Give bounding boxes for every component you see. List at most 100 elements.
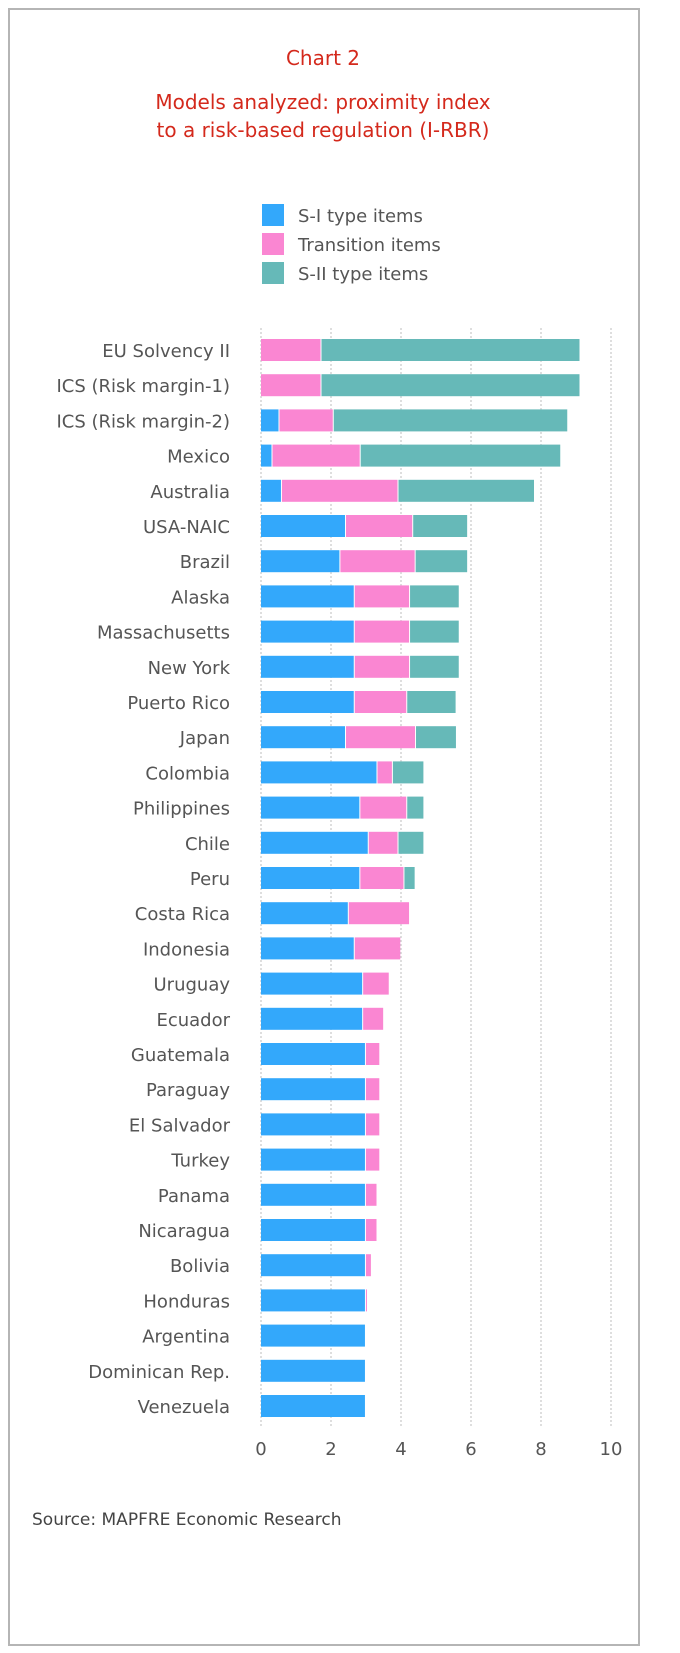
bar-segment [407, 691, 456, 713]
chart-label: Chart 2 [285, 46, 361, 70]
bar-segment [365, 1148, 380, 1171]
bar-segment [261, 339, 321, 361]
category-label: USA-NAIC [143, 517, 230, 538]
category-label: Alaska [171, 587, 230, 608]
bar-segment [365, 1219, 377, 1241]
bar-segment [346, 515, 413, 537]
bar-segment [354, 585, 410, 608]
bar-segment [261, 1254, 365, 1277]
x-tick-label: 0 [255, 1439, 266, 1460]
bar-segment [261, 1183, 365, 1206]
bar-segment [377, 761, 392, 784]
category-label: Indonesia [143, 939, 230, 960]
bar-segment [261, 1219, 365, 1241]
category-label: Uruguay [154, 975, 231, 996]
bar-segment [261, 1007, 363, 1030]
category-label: ICS (Risk margin-2) [56, 411, 230, 432]
bar-segment [340, 550, 415, 573]
bar-segment [261, 1395, 365, 1417]
bar-segment [272, 444, 360, 467]
bar-segment [261, 761, 377, 784]
bar-segment [360, 796, 407, 819]
bar-segment [365, 1043, 380, 1065]
bar-segment [261, 620, 354, 643]
legend-swatch [262, 233, 284, 255]
bar-segment [261, 937, 354, 960]
bar-segment [368, 831, 398, 854]
bar-segment [410, 655, 459, 678]
category-label: Puerto Rico [127, 693, 230, 714]
category-label: Venezuela [138, 1397, 230, 1418]
category-label: Costa Rica [135, 904, 230, 925]
category-label: Guatemala [131, 1045, 230, 1066]
category-label: New York [148, 658, 231, 679]
bar-segment [261, 1289, 365, 1312]
legend-label: S-I type items [298, 206, 423, 227]
bar-segment [354, 937, 401, 960]
chart-frame [8, 8, 640, 1646]
bar-segment [413, 515, 468, 537]
x-tick-label: 4 [395, 1439, 406, 1460]
bar-segment [261, 726, 345, 749]
bar-segment [261, 655, 354, 678]
bar-segment [261, 1324, 365, 1347]
bar-segment [261, 796, 360, 819]
legend-swatch [262, 204, 284, 226]
bar-segment [261, 1359, 365, 1382]
category-label: Chile [185, 834, 230, 855]
bar-segment [261, 515, 345, 537]
bar-segment [392, 761, 424, 784]
bar-segment [261, 585, 354, 608]
bar-segment [261, 409, 279, 432]
bar-segment [365, 1078, 380, 1101]
x-tick-label: 10 [600, 1439, 623, 1460]
bar-segment [360, 867, 404, 889]
category-label: Ecuador [156, 1010, 230, 1031]
category-label: Dominican Rep. [88, 1362, 230, 1383]
source-note: Source: MAPFRE Economic Research [32, 1510, 342, 1530]
category-label: Colombia [145, 763, 230, 784]
bar-segment [398, 831, 424, 854]
bar-segment [261, 1148, 365, 1171]
bar-segment [333, 409, 568, 432]
bar-segment [321, 374, 580, 397]
category-label: Argentina [142, 1327, 230, 1348]
bar-segment [348, 902, 410, 925]
category-label: Massachusetts [97, 623, 230, 644]
chart-title-line-1: Models analyzed: proximity index [155, 90, 491, 114]
bar-segment [410, 620, 459, 643]
bar-segment [261, 550, 340, 573]
category-label: Bolivia [170, 1256, 230, 1277]
bar-segment [365, 1289, 367, 1312]
bar-segment [365, 1113, 380, 1136]
bar-segment [261, 374, 321, 397]
category-label: Japan [179, 728, 230, 749]
chart-title-line-2: to a risk-based regulation (I-RBR) [156, 118, 490, 142]
category-label: ICS (Risk margin-1) [56, 376, 230, 397]
category-label: Mexico [167, 447, 230, 468]
category-label: Panama [158, 1186, 230, 1207]
bar-segment [365, 1183, 377, 1206]
category-label: El Salvador [129, 1115, 231, 1136]
bar-segment [404, 867, 415, 889]
bar-segment [261, 479, 281, 502]
x-tick-label: 6 [465, 1439, 476, 1460]
bar-segment [321, 339, 580, 361]
bar-segment [363, 972, 389, 995]
bar-segment [261, 1078, 365, 1101]
bar-segment [261, 1113, 365, 1136]
bar-segment [407, 796, 424, 819]
category-label: Philippines [133, 799, 230, 820]
bar-segment [363, 1007, 384, 1030]
category-label: Paraguay [146, 1080, 230, 1101]
category-label: Brazil [180, 552, 230, 573]
category-label: Turkey [170, 1151, 230, 1172]
bar-segment [416, 726, 456, 749]
category-label: Australia [150, 482, 230, 503]
legend-swatch [262, 262, 284, 284]
bar-segment [261, 1043, 365, 1065]
bar-segment [354, 620, 410, 643]
category-label: Honduras [143, 1291, 230, 1312]
bar-segment [261, 902, 348, 925]
